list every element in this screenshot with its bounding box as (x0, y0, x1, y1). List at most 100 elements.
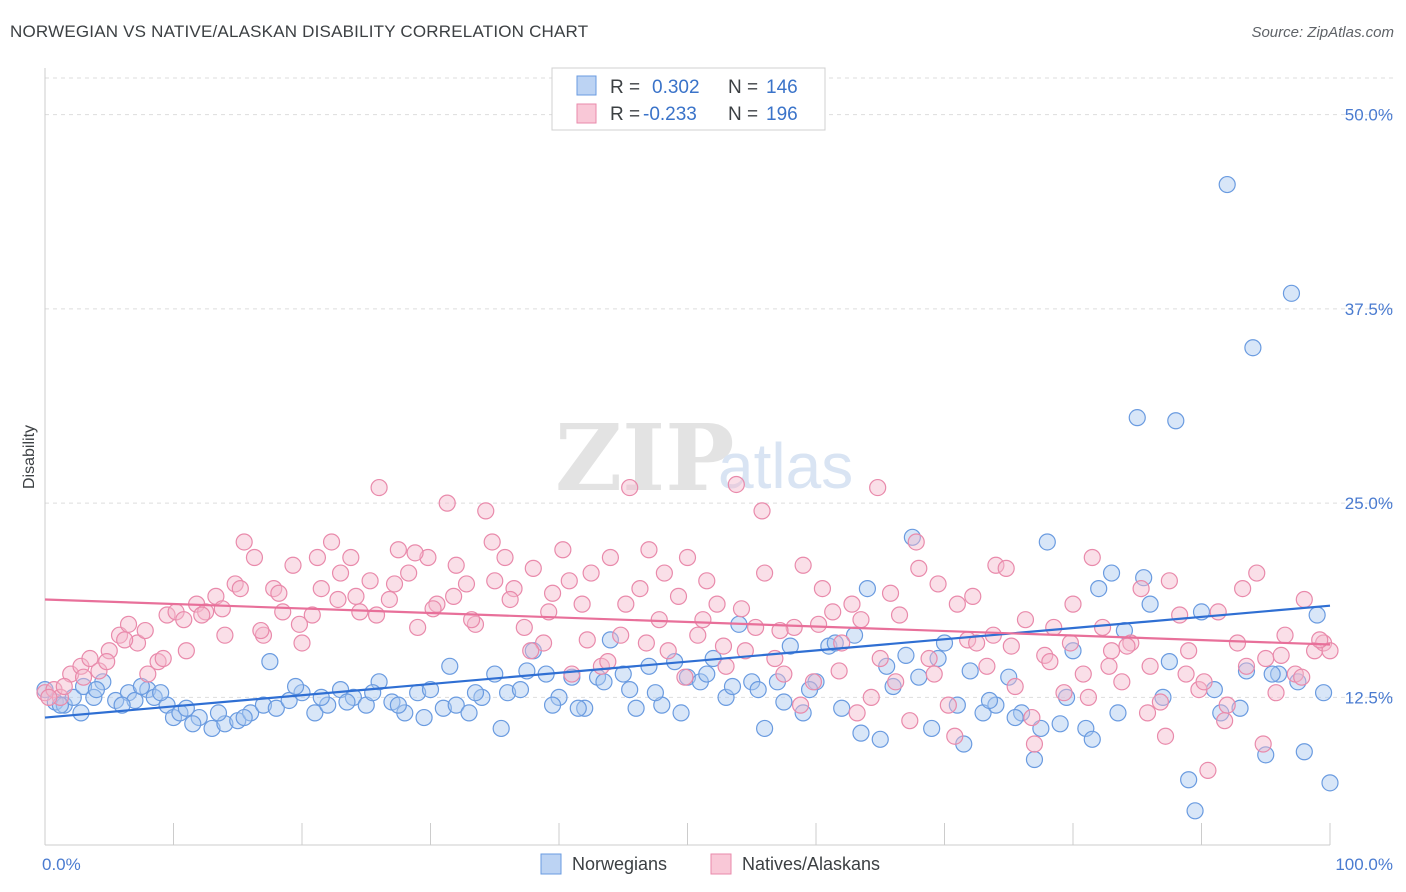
natives-alaskans-point (303, 606, 321, 624)
norwegians-point (267, 699, 285, 717)
source-label: Source: ZipAtlas.com (1251, 24, 1394, 41)
natives-alaskans-point (216, 626, 234, 644)
norwegians-point (447, 696, 465, 714)
natives-alaskans-point (563, 665, 581, 683)
norwegians-point (569, 699, 587, 717)
norwegians-point (910, 668, 928, 686)
stats-r-label-1: R = (610, 104, 640, 125)
natives-alaskans-point (987, 556, 1005, 574)
natives-alaskans-point (380, 590, 398, 609)
natives-alaskans-point (447, 556, 465, 574)
norwegians-point (858, 579, 877, 598)
norwegians-point (293, 684, 311, 702)
natives-alaskans-point (655, 564, 673, 582)
natives-alaskans-point (631, 579, 649, 598)
natives-alaskans-point (910, 559, 928, 577)
natives-alaskans-point (534, 634, 553, 652)
watermark-zip: ZIP (555, 404, 734, 512)
natives-alaskans-point (560, 572, 578, 590)
norwegians-point (1237, 662, 1256, 680)
norwegians-point (717, 688, 735, 706)
natives-alaskans-point (342, 548, 360, 567)
natives-alaskans-point (128, 634, 147, 652)
natives-alaskans-point (1195, 673, 1213, 691)
norwegians-point (1218, 175, 1236, 194)
norwegians-point (646, 684, 664, 702)
natives-alaskans-point (617, 595, 635, 613)
natives-alaskans-trend-line (44, 598, 1331, 646)
natives-alaskans-point (714, 637, 733, 655)
norwegians-point (621, 680, 639, 699)
norwegians-point (126, 691, 144, 710)
norwegians-point (852, 724, 870, 742)
natives-alaskans-point (1216, 712, 1234, 730)
natives-alaskans-point (929, 575, 947, 593)
norwegians-point (1263, 665, 1281, 683)
natives-alaskans-point (736, 642, 754, 660)
natives-alaskans-point (848, 704, 866, 722)
natives-alaskans-point (1025, 735, 1044, 753)
natives-alaskans-point (158, 606, 176, 624)
norwegians-point (415, 708, 433, 727)
natives-alaskans-point (1002, 637, 1020, 655)
natives-alaskans-point (419, 548, 437, 567)
natives-alaskans-point (1199, 761, 1217, 780)
norwegians-point (261, 653, 279, 671)
natives-alaskans-point (1141, 657, 1159, 675)
norwegians-point (935, 634, 954, 652)
natives-alaskans-point (804, 673, 823, 691)
stats-n-label-0: N = (728, 77, 758, 98)
natives-alaskans-point (406, 544, 424, 562)
norwegians-point (1109, 704, 1127, 722)
natives-alaskans-point (843, 595, 861, 613)
norwegians-point (286, 677, 305, 696)
natives-alaskans-point (409, 618, 427, 637)
stats-r-value-0: 0.302 (652, 77, 700, 98)
natives-alaskans-point (1237, 657, 1256, 675)
natives-alaskans-point (1041, 653, 1059, 671)
natives-alaskans-point (1118, 637, 1136, 655)
norwegians-point (1038, 533, 1056, 551)
natives-alaskans-point (669, 587, 688, 605)
natives-alaskans-point (385, 575, 404, 593)
norwegians-point (152, 684, 170, 702)
norwegians-point (923, 719, 941, 738)
natives-alaskans-point (367, 606, 386, 624)
natives-alaskans-point (308, 548, 327, 567)
norwegians-point (113, 696, 131, 714)
y-tick-label: 25.0% (1345, 494, 1393, 513)
natives-alaskans-point (486, 572, 504, 590)
natives-alaskans-point (252, 621, 270, 640)
natives-alaskans-point (678, 548, 697, 567)
natives-alaskans-point (235, 533, 253, 551)
natives-alaskans-point (1083, 548, 1101, 567)
natives-alaskans-point (1267, 684, 1285, 702)
natives-alaskans-point (81, 649, 99, 668)
natives-alaskans-point (708, 595, 726, 613)
norwegians-point (627, 699, 645, 717)
natives-alaskans-point (351, 603, 369, 621)
norwegians-trend-line (44, 604, 1331, 719)
natives-alaskans-point (771, 621, 789, 640)
natives-alaskans-point (1248, 564, 1266, 582)
norwegians-point (1154, 688, 1172, 706)
norwegians-point (466, 684, 485, 702)
natives-alaskans-points (36, 475, 1339, 780)
natives-alaskans-point (785, 618, 803, 637)
natives-alaskans-point (791, 696, 810, 714)
natives-alaskans-point (920, 649, 938, 668)
natives-alaskans-point (175, 611, 193, 629)
norwegians-point (1135, 569, 1153, 587)
natives-alaskans-point (274, 603, 292, 621)
natives-alaskans-point (1218, 696, 1236, 714)
norwegians-point (216, 715, 234, 733)
natives-alaskans-point (946, 727, 964, 745)
natives-alaskans-point (496, 548, 514, 567)
natives-alaskans-point (1079, 688, 1098, 706)
natives-alaskans-point (694, 611, 712, 629)
natives-alaskans-point (1160, 572, 1178, 590)
axes (44, 68, 1331, 846)
y-tick-label: 12.5% (1345, 688, 1393, 707)
natives-alaskans-point (116, 631, 134, 649)
natives-alaskans-point (887, 673, 905, 691)
